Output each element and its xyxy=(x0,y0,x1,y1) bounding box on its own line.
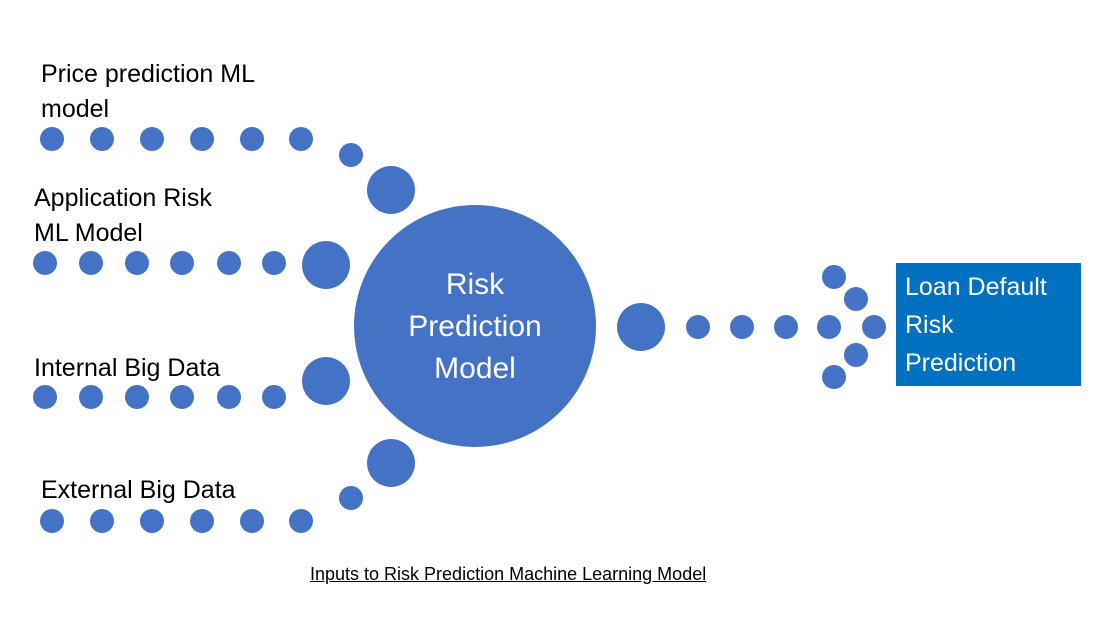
input-label-price-prediction: Price prediction ML model xyxy=(41,60,255,123)
connector-dot xyxy=(262,251,286,275)
connector-dot xyxy=(240,509,264,533)
connector-dot xyxy=(90,127,114,151)
connector-dot xyxy=(289,509,313,533)
input-label-external-big-data: External Big Data xyxy=(41,476,236,504)
connector-dot xyxy=(33,385,57,409)
connector-dot xyxy=(774,315,798,339)
connector-dot xyxy=(730,315,754,339)
connector-dot xyxy=(90,509,114,533)
connector-dot xyxy=(170,385,194,409)
connector-dot xyxy=(289,127,313,151)
connector-dot xyxy=(170,251,194,275)
connector-dot xyxy=(217,385,241,409)
connector-dot xyxy=(302,357,350,405)
connector-dot xyxy=(817,315,841,339)
connector-dot xyxy=(79,385,103,409)
input-label-application-risk: Application Risk ML Model xyxy=(34,184,212,247)
connector-dot xyxy=(617,303,665,351)
output-box xyxy=(896,263,1081,386)
connector-dot xyxy=(367,166,415,214)
diagram-caption: Inputs to Risk Prediction Machine Learni… xyxy=(310,564,707,584)
connector-dot xyxy=(140,509,164,533)
input-label-internal-big-data: Internal Big Data xyxy=(34,354,221,382)
connector-dot xyxy=(822,265,846,289)
connector-dot xyxy=(125,251,149,275)
connector-dot xyxy=(822,365,846,389)
connector-dot xyxy=(240,127,264,151)
connector-dot xyxy=(262,385,286,409)
connector-dot xyxy=(190,127,214,151)
connector-dot xyxy=(686,315,710,339)
center-circle xyxy=(354,205,596,447)
connector-dot xyxy=(140,127,164,151)
connector-dot xyxy=(844,343,868,367)
output-label: Loan Default Risk Prediction xyxy=(905,273,1047,377)
connector-dot xyxy=(33,251,57,275)
connector-dot xyxy=(844,287,868,311)
center-label: Risk Prediction Model xyxy=(408,268,542,385)
connector-dots xyxy=(33,127,886,533)
connector-dot xyxy=(302,241,350,289)
connector-dot xyxy=(217,251,241,275)
connector-dot xyxy=(40,509,64,533)
connector-dot xyxy=(862,315,886,339)
connector-dot xyxy=(339,486,363,510)
connector-dot xyxy=(125,385,149,409)
connector-dot xyxy=(367,439,415,487)
connector-dot xyxy=(40,127,64,151)
connector-dot xyxy=(190,509,214,533)
connector-dot xyxy=(339,143,363,167)
connector-dot xyxy=(79,251,103,275)
